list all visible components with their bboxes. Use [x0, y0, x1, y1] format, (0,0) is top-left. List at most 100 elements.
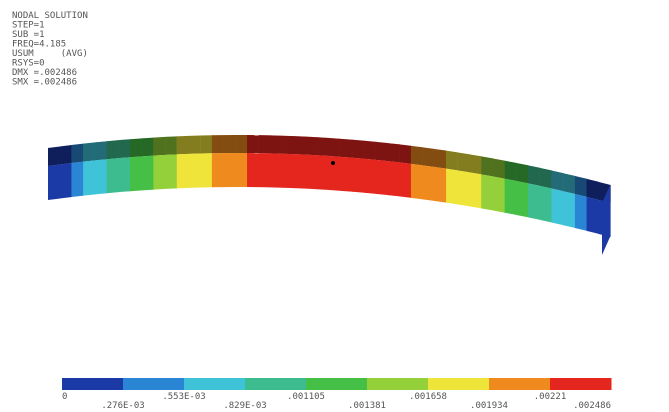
- beam-front-face: [505, 179, 517, 215]
- beam-top-shade: [165, 136, 177, 155]
- legend-swatch: [428, 378, 490, 390]
- beam-top-shade: [528, 165, 540, 186]
- legend-label: .001934: [470, 401, 508, 411]
- beam-front-face: [153, 155, 165, 190]
- beam-top-shade: [446, 151, 458, 171]
- beam-top-shade: [48, 146, 60, 166]
- beam-front-face: [587, 197, 599, 234]
- beam-top-shade: [235, 135, 247, 153]
- header-line: SMX =.002486: [12, 78, 77, 88]
- beam-top-shade: [317, 137, 329, 156]
- beam-top-shade: [259, 135, 271, 153]
- beam-top-shade: [341, 139, 353, 158]
- color-legend: 0 .276E-03 .553E-03 .829E-03 .001105 .001381.…: [62, 378, 612, 411]
- beam-front-face: [317, 155, 329, 190]
- beam-top-shade: [364, 141, 376, 160]
- beam-top-shade: [294, 136, 306, 155]
- header-line: FREQ=4.185: [12, 40, 66, 50]
- beam-top-shade: [306, 137, 318, 156]
- beam-top-shade: [493, 158, 505, 178]
- header-line: USUM (AVG): [12, 49, 88, 59]
- beam-front-face: [224, 153, 236, 187]
- legend-label: .001658: [409, 392, 447, 402]
- beam-front-face: [60, 163, 72, 198]
- beam-top-shade: [270, 135, 282, 153]
- beam-front-face: [423, 165, 435, 201]
- beam-top-shade: [481, 156, 493, 176]
- beam-front-face: [48, 164, 60, 200]
- legend-label: .829E-03: [223, 401, 266, 411]
- beam-top-shade: [458, 152, 470, 172]
- beam-front-face: [329, 156, 341, 191]
- header-line: STEP=1: [12, 21, 45, 31]
- beam-front-face: [95, 159, 107, 194]
- beam-front-face: [563, 191, 575, 228]
- beam-front-face: [411, 164, 423, 200]
- beam-top-shade: [563, 173, 575, 194]
- beam-front-face: [83, 160, 95, 195]
- beam-front-face: [481, 174, 493, 210]
- beam-top-shade: [83, 142, 95, 161]
- beam-top-shade: [388, 143, 400, 162]
- beam-top-shade: [282, 136, 294, 154]
- beam-top-shade: [505, 161, 517, 181]
- beam-top-shade: [71, 144, 83, 163]
- beam-front-face: [270, 153, 282, 187]
- beam-front-face: [540, 186, 552, 223]
- beam-top-shade: [95, 141, 107, 160]
- beam-front-face: [142, 156, 154, 191]
- header-line: DMX =.002486: [12, 68, 77, 78]
- beam-top-shade: [329, 138, 341, 157]
- screenshot: 0 .276E-03 .553E-03 .829E-03 .001105 .001381.…: [0, 0, 669, 412]
- beam-front-face: [130, 156, 142, 191]
- beam-front-face: [177, 154, 189, 188]
- beam-top-shade: [575, 176, 587, 197]
- legend-label: .276E-03: [101, 401, 144, 411]
- legend-label: .553E-03: [162, 392, 205, 402]
- beam-front-face: [71, 162, 83, 197]
- legend-swatch: [123, 378, 185, 390]
- beam-front-face: [388, 161, 400, 196]
- legend-swatch: [550, 378, 612, 390]
- beam-model: [48, 135, 611, 255]
- beam-front-face: [376, 160, 388, 195]
- legend-label: 0: [62, 392, 67, 402]
- beam-front-face: [306, 155, 318, 190]
- beam-top-shade: [177, 136, 189, 154]
- legend-swatch: [245, 378, 307, 390]
- legend-label: .00221: [534, 392, 567, 402]
- beam-top-shade: [470, 154, 482, 174]
- beam-top-shade: [107, 140, 119, 159]
- header-line: SUB =1: [12, 30, 45, 40]
- legend-label: .002486: [573, 401, 611, 411]
- beam-top-shade: [60, 145, 72, 164]
- beam-front-face: [189, 154, 201, 188]
- beam-top-shade: [376, 142, 388, 161]
- beam-front-face: [575, 194, 587, 231]
- beam-front-face: [247, 153, 259, 187]
- legend-swatch: [306, 378, 368, 390]
- beam-front-face: [200, 153, 212, 187]
- beam-front-face: [352, 158, 364, 193]
- beam-front-face: [212, 153, 224, 187]
- beam-top-shade: [118, 139, 130, 158]
- legend-swatch: [62, 378, 124, 390]
- beam-front-face: [458, 170, 470, 206]
- beam-front-face: [235, 153, 247, 187]
- beam-top-shade: [551, 171, 563, 192]
- legend-label: .001381: [348, 401, 386, 411]
- header-line: RSYS=0: [12, 59, 45, 69]
- legend-label: .001105: [287, 392, 325, 402]
- beam-front-face: [118, 157, 130, 192]
- beam-top-shade: [212, 135, 224, 153]
- beam-top-shade: [587, 179, 599, 200]
- legend-swatch: [367, 378, 429, 390]
- beam-front-face: [399, 162, 411, 197]
- beam-front-face: [516, 181, 528, 217]
- beam-front-face: [165, 154, 177, 189]
- beam-top-shade: [130, 138, 142, 157]
- beam-top-shade: [411, 146, 423, 166]
- beam-front-face: [341, 157, 353, 192]
- beam-top-shade: [224, 135, 236, 153]
- legend-swatch: [489, 378, 551, 390]
